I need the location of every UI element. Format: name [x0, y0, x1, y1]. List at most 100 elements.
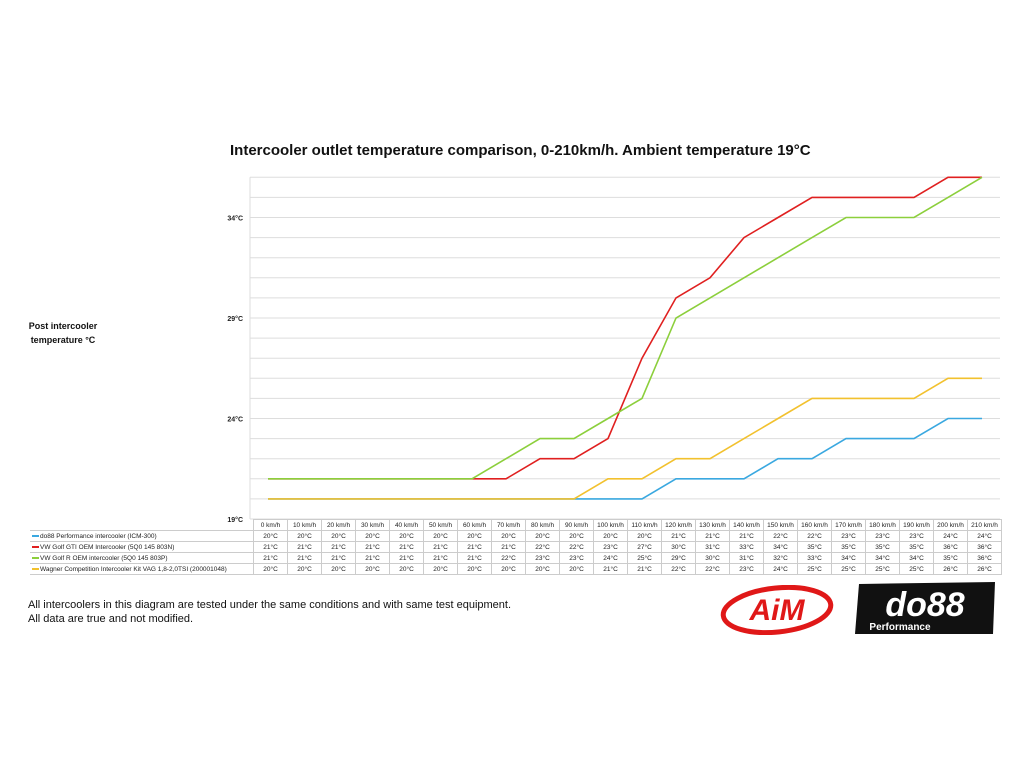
x-tick-label: 20 km/h — [321, 519, 356, 531]
legend-entry: do88 Performance intercooler (ICM-300) — [30, 530, 254, 542]
data-cell: 20°C — [627, 530, 662, 542]
data-cell: 35°C — [933, 552, 968, 564]
data-cell: 20°C — [287, 563, 322, 575]
data-cell: 36°C — [933, 541, 968, 553]
data-cell: 20°C — [491, 563, 526, 575]
data-cell: 22°C — [797, 530, 832, 542]
note-line-2: All data are true and not modified. — [28, 613, 194, 625]
x-tick-label: 50 km/h — [423, 519, 458, 531]
data-cell: 21°C — [457, 552, 492, 564]
data-cell: 20°C — [355, 530, 390, 542]
data-table: 0 km/h 10 km/h 20 km/h 30 km/h 40 km/h 50 km/… — [30, 519, 1002, 575]
data-cell: 21°C — [627, 563, 662, 575]
data-cell: 20°C — [287, 530, 322, 542]
x-tick-label: 0 km/h — [253, 519, 288, 531]
data-cell: 23°C — [729, 563, 764, 575]
data-cell: 33°C — [797, 552, 832, 564]
table-row: do88 Performance intercooler (ICM-300) 20… — [30, 530, 1002, 542]
x-tick-label: 130 km/h — [695, 519, 730, 531]
data-cell: 22°C — [491, 552, 526, 564]
x-tick-label: 170 km/h — [831, 519, 866, 531]
table-row: VW Golf R OEM intercooler (5Q0 145 803P)… — [30, 552, 1002, 564]
data-cell: 23°C — [831, 530, 866, 542]
data-cell: 21°C — [321, 552, 356, 564]
data-cell: 23°C — [559, 552, 594, 564]
y-tick-label: 34°C — [227, 215, 243, 223]
data-cell: 21°C — [287, 541, 322, 553]
data-cell: 21°C — [695, 530, 730, 542]
x-tick-label: 30 km/h — [355, 519, 390, 531]
data-cell: 34°C — [831, 552, 866, 564]
data-cell: 20°C — [559, 530, 594, 542]
data-cell: 35°C — [797, 541, 832, 553]
data-cell: 25°C — [831, 563, 866, 575]
data-cell: 35°C — [831, 541, 866, 553]
data-cell: 35°C — [865, 541, 900, 553]
table-corner — [30, 520, 254, 531]
x-tick-label: 150 km/h — [763, 519, 798, 531]
data-cell: 24°C — [593, 552, 628, 564]
data-cell: 20°C — [525, 563, 560, 575]
x-tick-label: 210 km/h — [967, 519, 1002, 531]
data-cell: 25°C — [865, 563, 900, 575]
data-cell: 22°C — [525, 541, 560, 553]
data-cell: 21°C — [389, 552, 424, 564]
x-tick-label: 40 km/h — [389, 519, 424, 531]
data-cell: 21°C — [355, 541, 390, 553]
data-cell: 22°C — [695, 563, 730, 575]
data-cell: 20°C — [491, 530, 526, 542]
data-cell: 21°C — [457, 541, 492, 553]
data-cell: 21°C — [287, 552, 322, 564]
data-cell: 31°C — [695, 541, 730, 553]
data-cell: 20°C — [559, 563, 594, 575]
data-cell: 20°C — [321, 530, 356, 542]
x-tick-label: 10 km/h — [287, 519, 322, 531]
data-cell: 34°C — [865, 552, 900, 564]
data-cell: 21°C — [729, 530, 764, 542]
x-tick-label: 100 km/h — [593, 519, 628, 531]
data-cell: 23°C — [865, 530, 900, 542]
data-cell: 25°C — [627, 552, 662, 564]
x-tick-label: 180 km/h — [865, 519, 900, 531]
data-cell: 24°C — [933, 530, 968, 542]
data-cell: 22°C — [559, 541, 594, 553]
footnote: All intercoolers in this diagram are tes… — [28, 598, 511, 626]
data-cell: 20°C — [355, 563, 390, 575]
legend-swatch — [32, 546, 39, 548]
x-tick-label: 80 km/h — [525, 519, 560, 531]
y-tick-label: 29°C — [227, 315, 243, 323]
legend-entry: VW Golf GTI OEM Intercooler (5Q0 145 803… — [30, 541, 254, 553]
table-row: VW Golf GTI OEM Intercooler (5Q0 145 803… — [30, 541, 1002, 553]
data-cell: 35°C — [899, 541, 934, 553]
data-cell: 20°C — [525, 530, 560, 542]
aim-logo: AiM — [720, 585, 834, 635]
data-cell: 36°C — [967, 541, 1002, 553]
legend-swatch — [32, 557, 39, 559]
data-cell: 20°C — [423, 563, 458, 575]
data-cell: 21°C — [253, 541, 288, 553]
data-cell: 23°C — [899, 530, 934, 542]
chart-title: Intercooler outlet temperature compariso… — [230, 142, 811, 159]
data-cell: 29°C — [661, 552, 696, 564]
data-cell: 21°C — [253, 552, 288, 564]
data-cell: 21°C — [355, 552, 390, 564]
series-line-3 — [268, 377, 982, 500]
x-tick-label: 190 km/h — [899, 519, 934, 531]
data-cell: 21°C — [321, 541, 356, 553]
legend-swatch — [32, 535, 39, 537]
note-line-1: All intercoolers in this diagram are tes… — [28, 599, 512, 611]
data-cell: 34°C — [899, 552, 934, 564]
data-cell: 33°C — [729, 541, 764, 553]
legend-entry: Wagner Competition Intercooler Kit VAG 1… — [30, 563, 254, 575]
data-cell: 23°C — [593, 541, 628, 553]
y-axis-label: Post intercooler temperature °C — [28, 321, 98, 345]
x-tick-label: 70 km/h — [491, 519, 526, 531]
legend-swatch — [32, 568, 39, 570]
svg-text:AiM: AiM — [749, 594, 806, 627]
data-cell: 27°C — [627, 541, 662, 553]
x-tick-label: 120 km/h — [661, 519, 696, 531]
data-cell: 20°C — [321, 563, 356, 575]
data-cell: 20°C — [389, 563, 424, 575]
table-row: Wagner Competition Intercooler Kit VAG 1… — [30, 563, 1002, 575]
